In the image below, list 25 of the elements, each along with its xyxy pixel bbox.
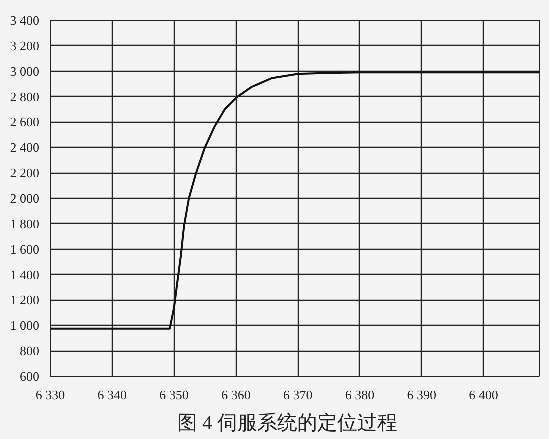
y-tick-label: 2 600 bbox=[10, 114, 40, 130]
x-tick-label: 6 360 bbox=[222, 388, 251, 402]
y-tick-label: 2 000 bbox=[10, 191, 40, 206]
y-tick-label: 1 200 bbox=[10, 292, 40, 308]
x-tick-label: 6 350 bbox=[160, 388, 189, 402]
text: 图 4 伺服系统的定位过程 bbox=[178, 412, 398, 434]
x-tick-label: 6 390 bbox=[407, 388, 437, 402]
x-tick-label: 6 330 bbox=[36, 388, 66, 402]
x-tick-label: 6 380 bbox=[345, 388, 375, 402]
y-tick-label: 1 400 bbox=[10, 267, 40, 282]
x-tick-label: 6 340 bbox=[98, 388, 128, 402]
y-tick-label: 800 bbox=[20, 344, 40, 359]
x-tick-label: 6 400 bbox=[469, 388, 498, 402]
y-tick-label: 3 200 bbox=[10, 38, 40, 54]
y-tick-label: 600 bbox=[20, 369, 40, 384]
y-tick-label: 1 800 bbox=[10, 216, 40, 232]
y-tick-label: 3 400 bbox=[10, 13, 40, 28]
y-tick-label: 2 400 bbox=[10, 140, 40, 156]
y-tick-label: 1 000 bbox=[10, 318, 40, 334]
y-tick-label: 3 000 bbox=[10, 64, 40, 79]
y-tick-label: 1 600 bbox=[10, 242, 40, 257]
y-tick-label: 2 800 bbox=[10, 89, 40, 104]
line-series bbox=[50, 72, 540, 330]
y-tick-label: 2 200 bbox=[10, 166, 40, 181]
x-tick-label: 6 370 bbox=[283, 388, 313, 402]
